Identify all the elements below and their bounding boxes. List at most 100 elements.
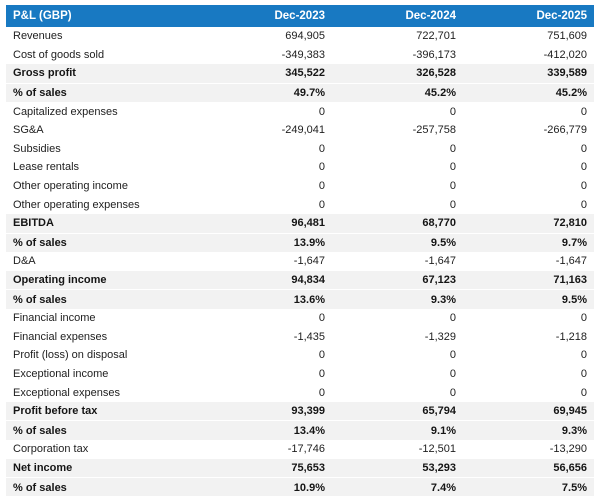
row-value: 0 [201, 383, 332, 402]
row-value: 0 [463, 102, 594, 121]
row-value: -1,647 [463, 252, 594, 271]
row-value: 56,656 [463, 458, 594, 478]
row-label: Corporation tax [6, 440, 201, 459]
table-row: SG&A -249,041 -257,758 -266,779 [6, 120, 594, 140]
table-title: P&L (GBP) [6, 5, 201, 27]
row-value: -12,501 [332, 440, 463, 459]
table-row: Subsidies 0 0 0 [6, 139, 594, 159]
table-row: Operating income 94,834 67,123 71,163 [6, 270, 594, 290]
row-value: -349,383 [201, 45, 332, 65]
row-value: 0 [463, 346, 594, 365]
row-label: Capitalized expenses [6, 102, 201, 121]
row-label: Operating income [6, 270, 201, 290]
pnl-table-header: P&L (GBP) Dec-2023 Dec-2024 Dec-2025 [6, 5, 594, 27]
table-row: Profit before tax 93,399 65,794 69,945 [6, 401, 594, 421]
row-value: 0 [201, 195, 332, 214]
row-value: 71,163 [463, 270, 594, 290]
row-value: 13.9% [201, 232, 332, 253]
row-label: Profit before tax [6, 401, 201, 421]
table-row: % of sales 49.7% 45.2% 45.2% [6, 82, 594, 103]
row-value: 0 [332, 102, 463, 121]
row-value: 751,609 [463, 27, 594, 46]
row-label: SG&A [6, 120, 201, 140]
row-value: 345,522 [201, 64, 332, 84]
row-value: 96,481 [201, 213, 332, 234]
row-value: 9.5% [332, 232, 463, 253]
table-row: Exceptional expenses 0 0 0 [6, 383, 594, 402]
row-value: 45.2% [332, 82, 463, 103]
row-value: 0 [201, 158, 332, 177]
row-label: % of sales [6, 420, 201, 441]
table-row: % of sales 13.4% 9.1% 9.3% [6, 420, 594, 441]
row-value: 0 [201, 176, 332, 196]
row-value: 75,653 [201, 458, 332, 478]
row-value: 0 [463, 139, 594, 159]
table-row: D&A -1,647 -1,647 -1,647 [6, 252, 594, 271]
row-value: -257,758 [332, 120, 463, 140]
row-value: 0 [463, 176, 594, 196]
table-row: Exceptional income 0 0 0 [6, 364, 594, 384]
row-label: Financial income [6, 308, 201, 328]
row-value: 94,834 [201, 270, 332, 290]
row-value: 9.3% [463, 420, 594, 441]
row-label: % of sales [6, 477, 201, 496]
row-label: D&A [6, 252, 201, 271]
row-value: 49.7% [201, 82, 332, 103]
table-row: Net income 75,653 53,293 56,656 [6, 458, 594, 478]
row-label: % of sales [6, 289, 201, 309]
row-value: 0 [463, 195, 594, 214]
row-value: 7.5% [463, 477, 594, 496]
table-row: % of sales 13.6% 9.3% 9.5% [6, 289, 594, 309]
table-row: Cost of goods sold -349,383 -396,173 -41… [6, 45, 594, 65]
column-header-dec-2024: Dec-2024 [332, 5, 463, 27]
row-value: -1,329 [332, 327, 463, 347]
row-label: Profit (loss) on disposal [6, 346, 201, 365]
row-value: 0 [332, 195, 463, 214]
row-value: 0 [201, 346, 332, 365]
table-row: Gross profit 345,522 326,528 339,589 [6, 64, 594, 84]
table-row: Other operating expenses 0 0 0 [6, 195, 594, 214]
row-value: 326,528 [332, 64, 463, 84]
row-value: 0 [201, 139, 332, 159]
row-value: 722,701 [332, 27, 463, 46]
row-value: -396,173 [332, 45, 463, 65]
table-row: Profit (loss) on disposal 0 0 0 [6, 346, 594, 365]
row-value: 93,399 [201, 401, 332, 421]
table-row: Revenues 694,905 722,701 751,609 [6, 27, 594, 46]
row-label: % of sales [6, 232, 201, 253]
table-row: % of sales 10.9% 7.4% 7.5% [6, 477, 594, 496]
row-value: 0 [463, 308, 594, 328]
row-label: Subsidies [6, 139, 201, 159]
row-value: 13.4% [201, 420, 332, 441]
row-value: 67,123 [332, 270, 463, 290]
row-label: Exceptional income [6, 364, 201, 384]
row-value: 45.2% [463, 82, 594, 103]
row-label: Other operating income [6, 176, 201, 196]
row-value: 9.3% [332, 289, 463, 309]
row-value: -1,647 [332, 252, 463, 271]
row-value: 0 [332, 139, 463, 159]
row-value: 53,293 [332, 458, 463, 478]
row-value: 0 [463, 158, 594, 177]
row-label: EBITDA [6, 213, 201, 234]
row-label: Financial expenses [6, 327, 201, 347]
pnl-table: P&L (GBP) Dec-2023 Dec-2024 Dec-2025 Rev… [6, 5, 594, 496]
row-value: 0 [201, 102, 332, 121]
row-value: 0 [201, 308, 332, 328]
row-value: 65,794 [332, 401, 463, 421]
row-value: 10.9% [201, 477, 332, 496]
column-header-dec-2023: Dec-2023 [201, 5, 332, 27]
row-label: Exceptional expenses [6, 383, 201, 402]
row-label: Other operating expenses [6, 195, 201, 214]
pnl-table-body: Revenues 694,905 722,701 751,609 Cost of… [6, 27, 594, 496]
row-label: % of sales [6, 82, 201, 103]
row-value: -266,779 [463, 120, 594, 140]
row-value: -1,435 [201, 327, 332, 347]
row-value: -1,647 [201, 252, 332, 271]
row-value: 72,810 [463, 213, 594, 234]
row-label: Cost of goods sold [6, 45, 201, 65]
row-value: 13.6% [201, 289, 332, 309]
row-value: -249,041 [201, 120, 332, 140]
row-value: -1,218 [463, 327, 594, 347]
